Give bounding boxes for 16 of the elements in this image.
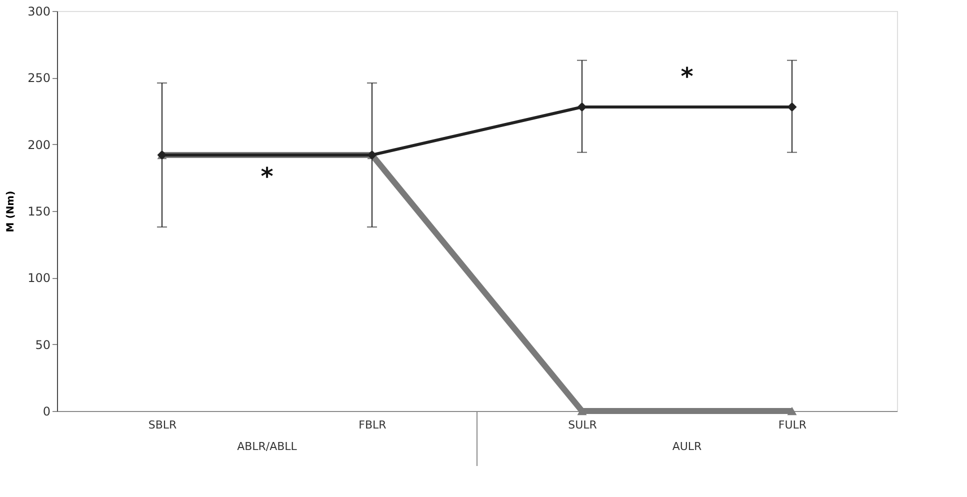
y-tick-label: 0 bbox=[42, 404, 50, 418]
annotation: * bbox=[260, 162, 274, 191]
text: AULR bbox=[672, 440, 702, 453]
y-tick-label: 50 bbox=[35, 338, 50, 352]
x-tick-label: SULR bbox=[568, 418, 598, 432]
y-tick-label: 200 bbox=[28, 138, 50, 152]
y-tick-label: 150 bbox=[28, 204, 50, 218]
y-axis-title: M (Nm) bbox=[6, 190, 17, 232]
annotation: * bbox=[680, 62, 694, 91]
y-tick-label: 100 bbox=[28, 271, 50, 286]
y-tick-label: 300 bbox=[28, 4, 50, 18]
x-tick-label: SBLR bbox=[148, 418, 177, 432]
x-tick-label: FULR bbox=[778, 418, 807, 432]
y-tick-label: 250 bbox=[28, 71, 50, 86]
x-tick-label: FBLR bbox=[358, 418, 387, 432]
text: ABLR/ABLL bbox=[237, 440, 298, 453]
